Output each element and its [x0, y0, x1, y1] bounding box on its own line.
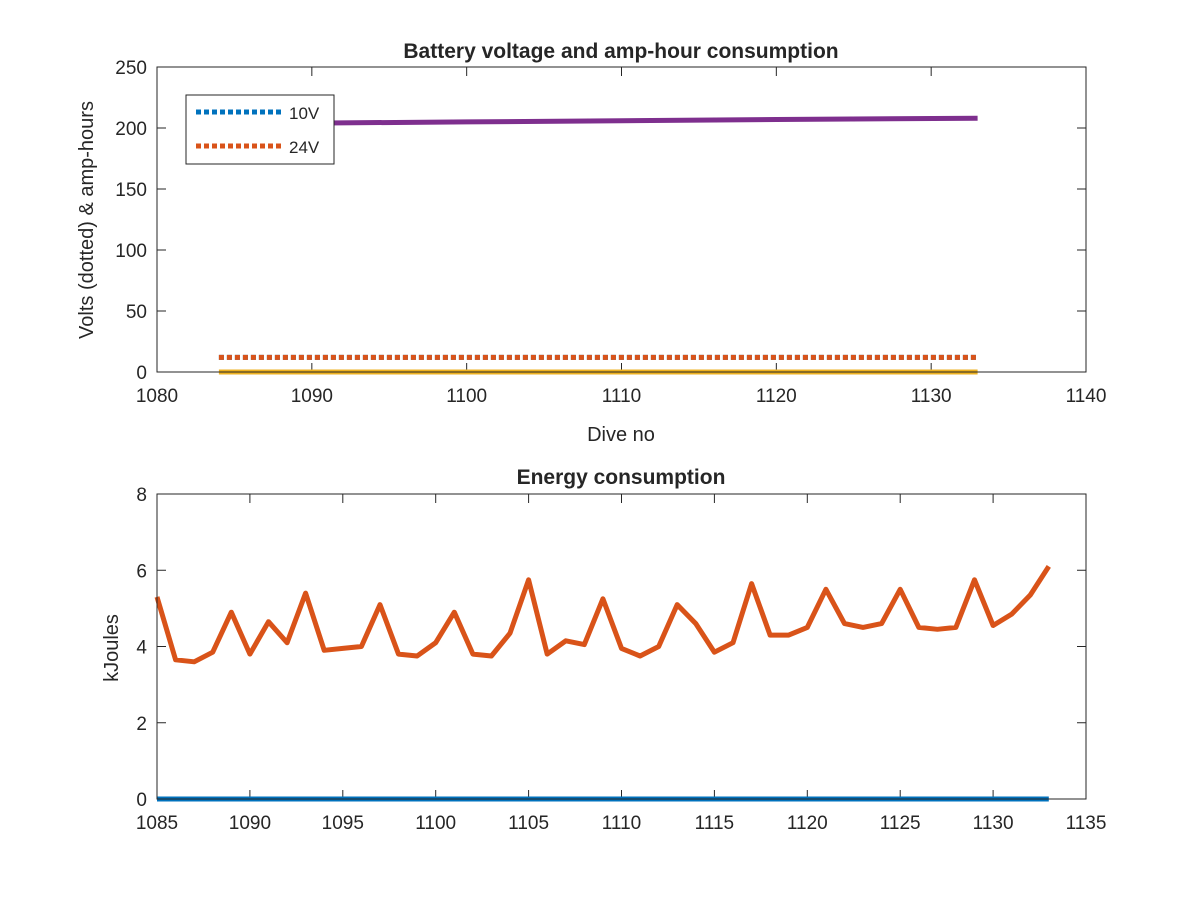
battery-y-tick-label: 250	[115, 58, 147, 79]
battery-x-tick-label: 1120	[756, 386, 797, 407]
energy-y-tick-label: 0	[136, 790, 147, 811]
energy-x-tick-label: 1100	[415, 813, 456, 834]
battery-x-tick-label: 1080	[136, 386, 178, 407]
battery-x-tick-label: 1090	[291, 386, 333, 407]
energy-x-tick-label: 1130	[973, 813, 1014, 834]
battery-y-tick-label: 200	[115, 119, 147, 140]
energy-x-tick-label: 1125	[880, 813, 921, 834]
battery-y-tick-label: 150	[115, 180, 147, 201]
energy-x-tick-label: 1115	[695, 813, 734, 834]
legend-box	[185, 94, 335, 165]
battery-y-tick-label: 100	[115, 241, 147, 262]
energy-y-tick-label: 6	[136, 561, 147, 582]
legend-label-24v: 24V	[289, 138, 320, 157]
battery-chart-axes-box	[156, 66, 1087, 373]
energy-x-tick-label: 1090	[229, 813, 271, 834]
battery-chart-xlabel: Dive no	[587, 424, 655, 446]
battery-chart-ticks: 1080 1090 1100 1110 1120 1130 1140 0 50 100 150 200…	[115, 58, 1106, 407]
battery-x-tick-label: 1130	[911, 386, 952, 407]
energy-x-tick-label: 1105	[508, 813, 549, 834]
energy-x-tick-label: 1120	[787, 813, 828, 834]
energy-chart-series	[154, 565, 1051, 802]
energy-y-tick-label: 2	[136, 714, 147, 735]
battery-y-tick-label: 0	[136, 363, 147, 384]
energy-x-tick-label: 1135	[1066, 813, 1107, 834]
energy-y-tick-label: 4	[136, 638, 147, 659]
battery-x-tick-label: 1100	[446, 386, 487, 407]
battery-y-tick-label: 50	[126, 302, 147, 323]
energy-x-tick-label: 1110	[602, 813, 641, 834]
energy-series-line-0	[154, 565, 1051, 665]
energy-chart-axes-box	[156, 493, 1087, 800]
energy-chart-title: Energy consumption	[517, 466, 726, 489]
legend: 10V 24V	[185, 94, 335, 165]
battery-chart-ylabel: Volts (dotted) & amp-hours	[76, 101, 98, 339]
energy-y-tick-label: 8	[136, 485, 147, 506]
battery-chart: Battery voltage and amp-hour consumption…	[76, 40, 1106, 446]
energy-x-tick-label: 1095	[322, 813, 364, 834]
energy-x-tick-label: 1085	[136, 813, 178, 834]
battery-x-tick-label: 1140	[1066, 386, 1107, 407]
legend-label-10v: 10V	[289, 104, 320, 123]
battery-chart-title: Battery voltage and amp-hour consumption	[403, 40, 838, 63]
energy-chart-ticks: 1085 1090 1095 1100 1105 1110 1115 1120 1125 1130…	[136, 485, 1107, 834]
energy-chart-ylabel: kJoules	[101, 614, 123, 682]
battery-x-tick-label: 1110	[602, 386, 641, 407]
energy-chart: Energy consumption kJoules 1085 1090 1095 1…	[101, 466, 1106, 834]
